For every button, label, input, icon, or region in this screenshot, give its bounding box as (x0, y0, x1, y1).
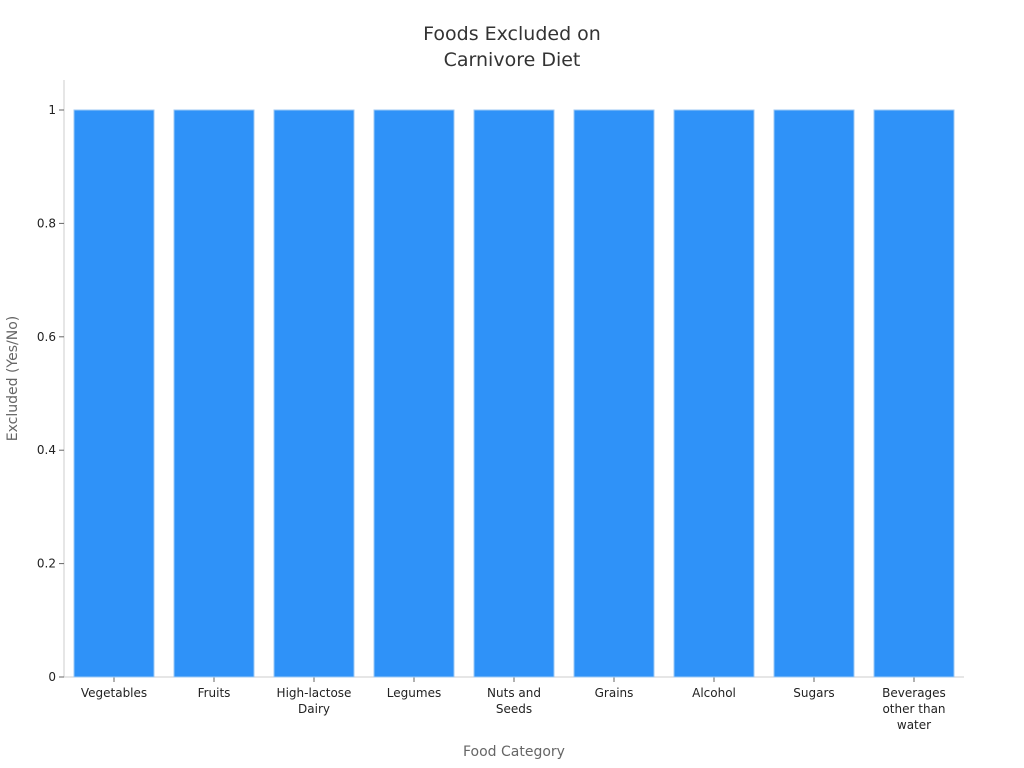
bar (673, 109, 755, 678)
y-tick-label: 0.8 (37, 216, 56, 230)
x-tick-label: Alcohol (692, 686, 736, 700)
x-tick-label: Grains (595, 686, 634, 700)
bar (273, 109, 355, 678)
y-tick-label: 0.6 (37, 330, 56, 344)
bar (573, 109, 655, 678)
x-tick-label: Vegetables (81, 686, 147, 700)
y-tick-label: 0 (48, 670, 56, 684)
bar (473, 109, 555, 678)
x-axis: Vegetables Fruits High-lactose Dairy Legumes… (64, 676, 964, 732)
bar (773, 109, 855, 678)
x-tick-label: Beverages other than water (882, 686, 946, 732)
bar (373, 109, 455, 678)
bar (173, 109, 255, 678)
x-axis-label: Food Category (463, 744, 565, 760)
x-tick-label: Legumes (387, 686, 441, 700)
chart-title-line: Foods Excluded on (423, 23, 601, 45)
x-tick-label: Sugars (793, 686, 834, 700)
bar (873, 109, 955, 678)
y-tick-label: 0.4 (37, 443, 56, 457)
x-tick-label: Fruits (198, 686, 231, 700)
chart-title: Foods Excluded on Carnivore Diet (423, 23, 601, 71)
y-tick-label: 1 (48, 103, 56, 117)
chart-title-line: Carnivore Diet (444, 49, 581, 71)
bar (73, 109, 155, 678)
y-tick-label: 0.2 (37, 557, 56, 571)
y-axis: 0 0.2 0.4 0.6 0.8 1 (37, 80, 65, 684)
x-tick-label: Nuts and Seeds (487, 686, 541, 716)
x-tick-label: High-lactose Dairy (277, 686, 352, 716)
bars (73, 109, 955, 678)
y-axis-label: Excluded (Yes/No) (5, 316, 21, 441)
